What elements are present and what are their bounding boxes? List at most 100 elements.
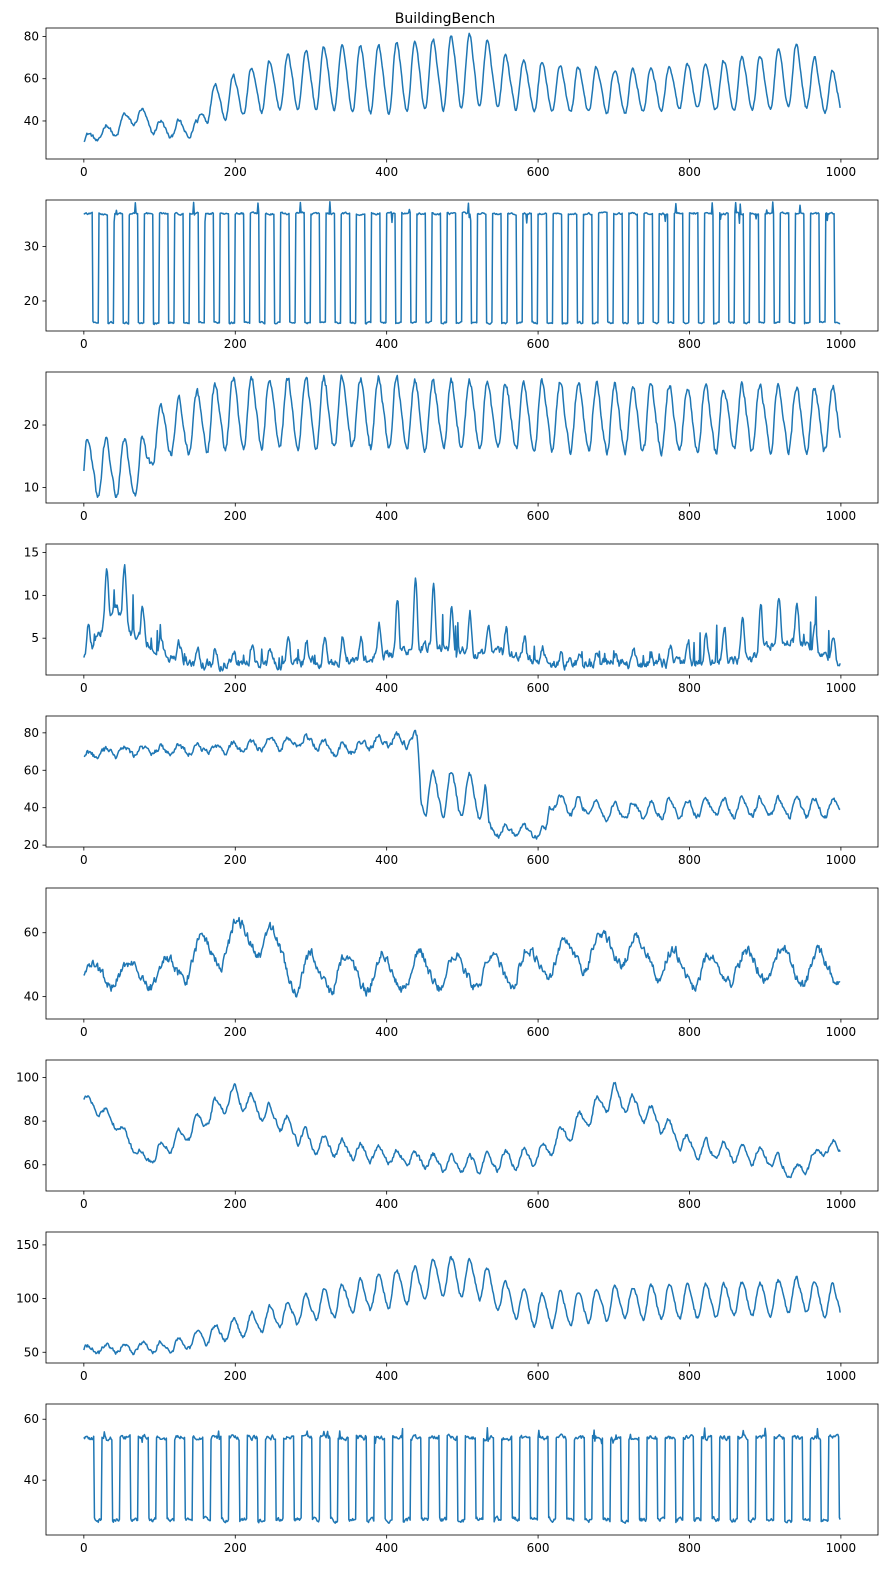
y-tick-label: 100 [16,1292,39,1306]
subplot-6: 0 200 400 600 800 1000 40 60 [24,887,879,1039]
x-tick-label: 600 [527,1541,550,1555]
x-tick-label: 800 [678,165,701,179]
x-tick-label: 600 [527,1025,550,1039]
subplot-1: 0 200 400 600 800 1000 40 60 80 [24,27,879,179]
x-tick-label: 400 [375,165,398,179]
x-tick-label: 0 [80,337,88,351]
axes-frame [45,543,879,676]
x-tick-label: 800 [678,1025,701,1039]
x-tick-label: 400 [375,1541,398,1555]
series-5-line [83,729,841,840]
axes-frame [45,371,879,504]
x-tick-label: 600 [527,853,550,867]
series-6-line [83,916,841,998]
y-tick-label: 20 [24,838,39,852]
subplot-7: 0 200 400 600 800 1000 60 80 100 [16,1059,879,1211]
y-tick-label: 100 [16,1070,39,1084]
y-tick-label: 150 [16,1238,39,1252]
x-tick-label: 800 [678,1369,701,1383]
y-tick-label: 80 [24,1114,39,1128]
x-tick-label: 800 [678,1541,701,1555]
y-tick-label: 40 [24,801,39,815]
x-tick-label: 800 [678,509,701,523]
x-tick-label: 1000 [826,1541,857,1555]
x-tick-label: 200 [224,853,247,867]
x-tick-label: 1000 [826,1197,857,1211]
y-tick-label: 80 [24,726,39,740]
y-tick-label: 40 [24,1473,39,1487]
axes-frame [45,27,879,160]
y-tick-label: 60 [24,1412,39,1426]
y-tick-label: 15 [24,546,39,560]
x-tick-label: 200 [224,1025,247,1039]
x-tick-label: 1000 [826,853,857,867]
subplot-5: 0 200 400 600 800 1000 20 40 60 80 [24,715,879,867]
x-tick-label: 1000 [826,1369,857,1383]
y-tick-label: 30 [24,239,39,253]
y-tick-label: 40 [24,990,39,1004]
axes-frame [45,715,879,848]
x-tick-label: 400 [375,681,398,695]
y-tick-label: 60 [24,763,39,777]
y-tick-label: 60 [24,72,39,86]
x-tick-label: 600 [527,1369,550,1383]
axes-frame [45,199,879,332]
x-tick-label: 200 [224,1197,247,1211]
x-tick-label: 0 [80,1025,88,1039]
x-tick-label: 600 [527,681,550,695]
series-8-line [83,1255,841,1356]
y-tick-label: 50 [24,1345,39,1359]
x-tick-label: 0 [80,1541,88,1555]
x-tick-label: 400 [375,509,398,523]
x-tick-label: 400 [375,1197,398,1211]
x-tick-label: 0 [80,681,88,695]
y-tick-label: 20 [24,294,39,308]
subplot-2: 0 200 400 600 800 1000 20 30 [24,199,879,351]
x-tick-label: 200 [224,1541,247,1555]
series-1-line [83,32,841,143]
axes-frame [45,1059,879,1192]
x-tick-label: 400 [375,1025,398,1039]
axes-frame [45,1403,879,1536]
y-tick-label: 40 [24,114,39,128]
x-tick-label: 800 [678,853,701,867]
x-tick-label: 200 [224,165,247,179]
axes-frame [45,887,879,1020]
y-tick-label: 5 [31,631,39,645]
x-tick-label: 1000 [826,509,857,523]
x-tick-label: 0 [80,1197,88,1211]
x-tick-label: 0 [80,165,88,179]
x-tick-label: 600 [527,165,550,179]
series-2-line [83,201,841,326]
x-tick-label: 200 [224,509,247,523]
x-tick-label: 1000 [826,337,857,351]
x-tick-label: 400 [375,1369,398,1383]
subplot-9: 0 200 400 600 800 1000 40 60 [24,1403,879,1555]
subplot-3: 0 200 400 600 800 1000 10 20 [24,371,879,523]
x-tick-label: 200 [224,681,247,695]
x-tick-label: 600 [527,509,550,523]
figure-title: BuildingBench [395,11,495,27]
y-tick-label: 80 [24,29,39,43]
x-tick-label: 600 [527,337,550,351]
series-4-line [83,564,841,673]
x-tick-label: 800 [678,337,701,351]
x-tick-label: 0 [80,853,88,867]
x-tick-label: 1000 [826,165,857,179]
y-tick-label: 60 [24,926,39,940]
x-tick-label: 800 [678,681,701,695]
y-tick-label: 20 [24,418,39,432]
x-tick-label: 400 [375,853,398,867]
axes-frame [45,1231,879,1364]
y-tick-label: 60 [24,1158,39,1172]
series-9-line [83,1427,841,1524]
subplot-8: 0 200 400 600 800 1000 50 100 150 [16,1231,879,1383]
x-tick-label: 0 [80,1369,88,1383]
series-3-line [83,374,841,499]
x-tick-label: 800 [678,1197,701,1211]
y-tick-label: 10 [24,588,39,602]
x-tick-label: 1000 [826,1025,857,1039]
x-tick-label: 200 [224,1369,247,1383]
